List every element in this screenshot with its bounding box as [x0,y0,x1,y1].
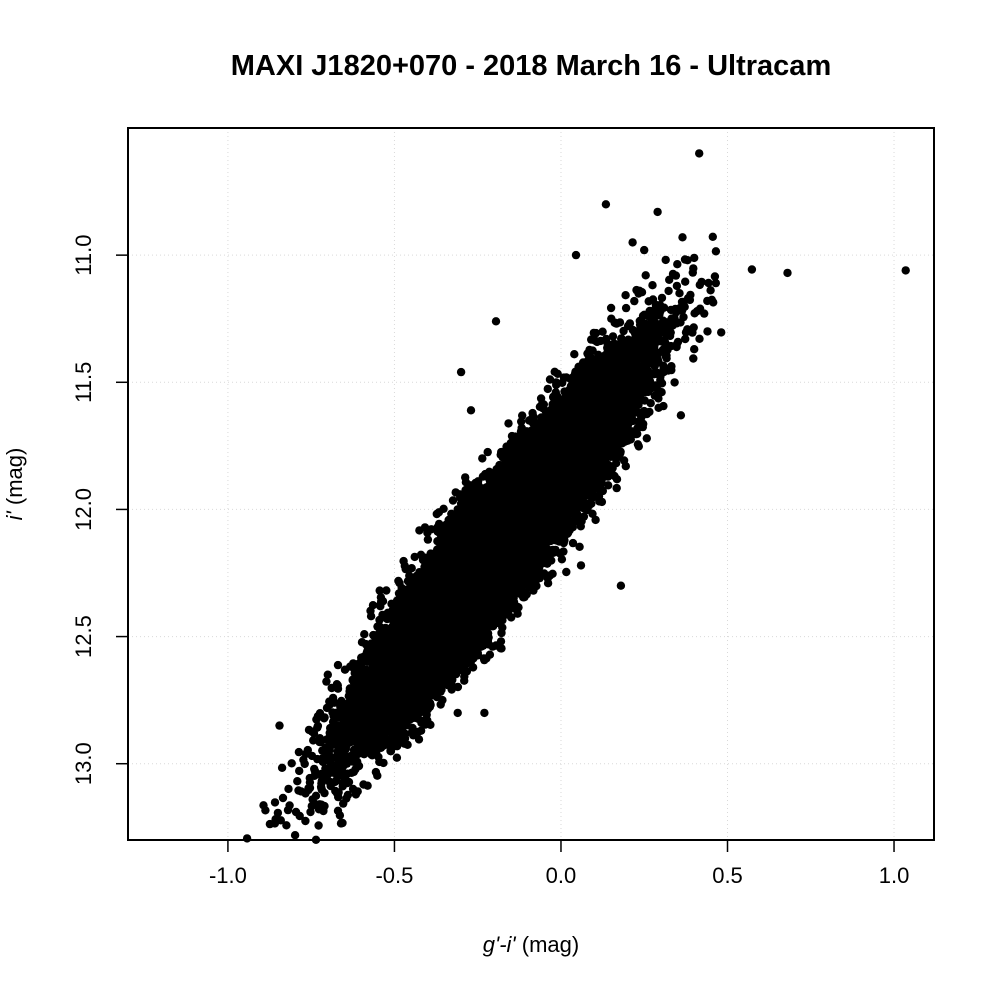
chart-title: MAXI J1820+070 - 2018 March 16 - Ultraca… [231,50,831,82]
scatter-point [375,586,384,595]
scatter-point [621,291,630,300]
scatter-point [608,332,618,341]
scatter-point [717,328,726,337]
scatter-point [689,354,698,363]
scatter-point [675,289,684,298]
scatter-point [657,293,667,303]
scatter-point [575,542,584,551]
scatter-point [641,271,650,280]
scatter-point [664,286,673,296]
scatter-point [673,260,682,269]
scatter-point [423,535,433,544]
scatter-point [282,821,291,830]
scatter-point [706,286,715,295]
scatter-points [242,149,910,844]
